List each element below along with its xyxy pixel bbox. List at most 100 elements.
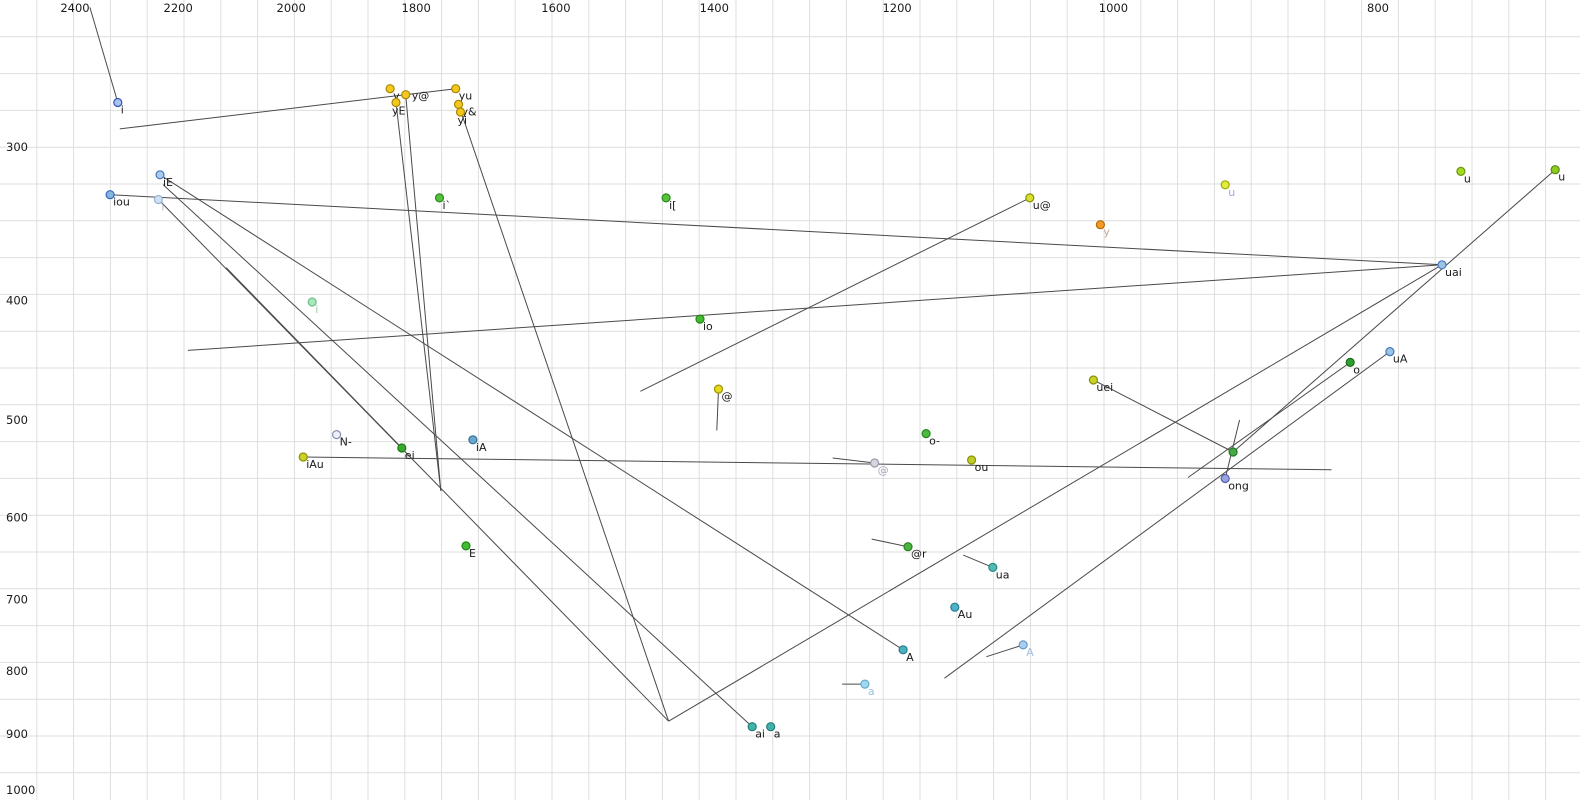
vowel-point-y[interactable]: [385, 84, 395, 94]
vowel-point-label: N-: [340, 436, 352, 449]
vowel-point-y[interactable]: [1095, 220, 1106, 230]
vowel-point-u[interactable]: [1550, 165, 1560, 175]
vowel-point-iA[interactable]: [468, 435, 478, 445]
trajectory-line: [1093, 379, 1234, 453]
trajectory-line: [395, 102, 442, 491]
trajectory-line: [668, 264, 1443, 722]
trajectory-line: [119, 88, 456, 130]
vowel-point-label: u@: [1033, 199, 1051, 212]
vowel-point-label: @r: [911, 548, 927, 561]
vowel-point-u[interactable]: [1220, 180, 1230, 190]
trajectory-line: [1187, 361, 1351, 478]
vowel-point-@r[interactable]: [903, 542, 913, 552]
trajectory-line: [832, 457, 875, 464]
vowel-point-ei[interactable]: [397, 443, 407, 453]
vowel-point-label: uei: [1096, 381, 1113, 394]
vowel-point-label: iE: [163, 176, 173, 189]
vowel-point-label: i`: [443, 199, 452, 212]
y-axis-tick-label: 1000: [6, 783, 35, 797]
vowel-point-label: y&: [462, 105, 478, 118]
vowel-point-label: iou: [113, 196, 130, 209]
vowel-point-iou[interactable]: [105, 190, 115, 200]
vowel-point-A[interactable]: [1018, 640, 1028, 650]
vowel-point-yi[interactable]: [455, 107, 466, 117]
vowel-point-label: ong: [1228, 480, 1249, 493]
vowel-point-uA[interactable]: [1385, 347, 1395, 357]
y-axis-tick-label: 800: [6, 664, 28, 678]
vowel-point-N-[interactable]: [332, 430, 342, 440]
y-axis-tick-label: 300: [6, 140, 28, 154]
vowel-point-u[interactable]: [1456, 166, 1466, 176]
vowel-point-i[[interactable]: [661, 193, 671, 203]
vowel-point-yu[interactable]: [451, 84, 461, 94]
vowel-point-label: i[: [669, 199, 676, 212]
vowel-point-label: yu: [459, 90, 472, 103]
trajectory-line: [225, 267, 403, 449]
vowel-point-label: u: [1464, 172, 1471, 185]
y-axis-tick-label: 400: [6, 294, 28, 308]
vowel-point-label: uA: [1393, 353, 1408, 366]
trajectory-line: [159, 174, 904, 651]
x-axis-tick-label: 1800: [402, 1, 431, 15]
vowel-point-label: A: [906, 651, 914, 664]
x-axis-tick-label: 1200: [882, 1, 911, 15]
vowel-point-label: io: [703, 320, 713, 333]
x-axis-tick-label: 2000: [277, 1, 306, 15]
vowel-point-label: a: [774, 728, 781, 741]
vowel-point-label: o: [1353, 363, 1360, 376]
vowel-point-label: u: [1228, 186, 1235, 199]
vowel-point-unlabeled[interactable]: [1228, 447, 1238, 457]
vowel-point-yE[interactable]: [391, 97, 401, 108]
x-axis-tick-label: 800: [1367, 1, 1389, 15]
vowel-point-uei[interactable]: [1088, 375, 1099, 385]
trajectory-line: [110, 194, 1443, 266]
vowel-point-o[interactable]: [1345, 357, 1355, 367]
y-axis-tick-label: 700: [6, 593, 28, 607]
vowel-point-ai[interactable]: [747, 722, 757, 732]
vowel-point-io[interactable]: [695, 314, 705, 324]
vowel-point-a[interactable]: [860, 679, 870, 689]
vowel-point-E[interactable]: [461, 541, 471, 551]
trajectory-line: [1232, 169, 1556, 453]
vowel-point-a[interactable]: [766, 722, 776, 732]
vowel-point-label: yE: [392, 105, 406, 118]
vowel-point-label: A: [1026, 646, 1034, 659]
vowel-point-A[interactable]: [898, 645, 908, 655]
vowel-point-label: i: [161, 201, 164, 214]
vowel-point-@[interactable]: [869, 458, 880, 468]
vowel-point-label: ai: [755, 728, 765, 741]
vowel-point-Au[interactable]: [950, 602, 960, 612]
trajectory-line: [158, 199, 669, 722]
vowel-point-label: @: [878, 464, 889, 477]
x-axis-tick-label: 2200: [164, 1, 193, 15]
trajectory-line: [871, 538, 909, 548]
vowel-point-o-[interactable]: [921, 429, 931, 439]
vowel-point-label: yi: [458, 114, 468, 127]
vowel-point-i[interactable]: [113, 97, 123, 108]
vowel-point-ua[interactable]: [988, 562, 998, 573]
x-axis-tick-label: 1600: [541, 1, 570, 15]
vowel-point-i[interactable]: [153, 194, 163, 205]
vowel-point-i`[interactable]: [434, 193, 445, 203]
vowel-point-label: u: [1558, 171, 1565, 184]
vowel-point-label: y: [393, 90, 400, 103]
vowel-point-ou[interactable]: [966, 455, 977, 465]
vowel-point-label: i: [315, 303, 318, 316]
vowel-point-ong[interactable]: [1220, 473, 1230, 484]
vowel-point-u@[interactable]: [1025, 193, 1035, 203]
vowel-point-label: i: [121, 104, 124, 117]
trajectory-line: [640, 197, 1031, 392]
vowel-point-@[interactable]: [713, 384, 724, 394]
vowel-point-iAu[interactable]: [298, 452, 308, 462]
vowel-point-uai[interactable]: [1437, 260, 1447, 270]
vowel-point-label: y@: [412, 90, 430, 103]
y-axis-tick-label: 500: [6, 413, 28, 427]
trajectory-line: [716, 389, 719, 431]
vowel-point-iE[interactable]: [155, 170, 165, 180]
vowel-point-i[interactable]: [307, 297, 317, 307]
vowel-point-label: E: [469, 547, 476, 560]
vowel-point-y@[interactable]: [401, 90, 411, 100]
vowel-point-label: o-: [929, 435, 940, 448]
